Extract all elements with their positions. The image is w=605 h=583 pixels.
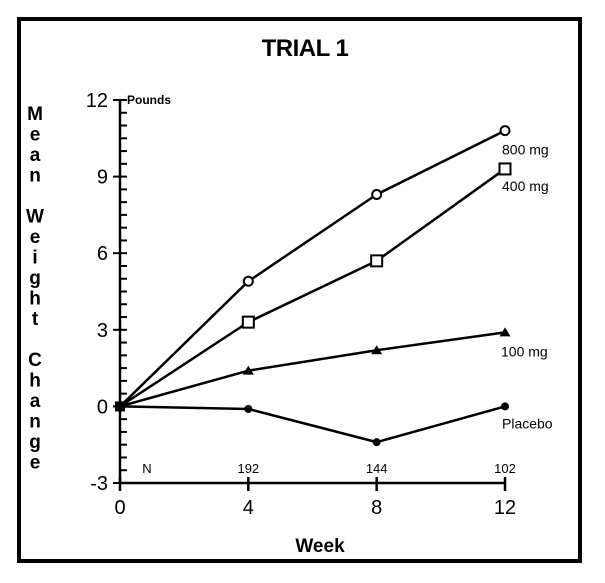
series-placebo: Placebo <box>119 402 553 447</box>
y-axis-title-letter: t <box>32 309 39 330</box>
chart-title: TRIAL 1 <box>262 35 349 62</box>
y-axis-title-letter: e <box>30 453 41 474</box>
series-label-placebo: Placebo <box>502 415 553 431</box>
y-axis-unit-label: Pounds <box>127 93 171 107</box>
data-point <box>371 188 383 200</box>
y-tick-label: 0 <box>97 396 108 418</box>
y-tick-label: 12 <box>86 90 108 112</box>
y-axis-title-letter: n <box>29 412 41 433</box>
y-axis-title-letter: a <box>30 145 41 166</box>
series-100-mg: 100 mg <box>119 327 548 408</box>
y-axis-title-letter: n <box>29 166 41 187</box>
axes: -3 0 3 6 9 12 0 4 8 12 <box>86 90 516 519</box>
data-point <box>501 402 509 411</box>
data-point <box>244 404 253 413</box>
data-point <box>372 438 381 447</box>
y-tick-label: 3 <box>97 320 108 342</box>
chart-frame <box>17 17 582 563</box>
data-point <box>241 315 255 329</box>
y-axis-title-letter: h <box>29 289 41 310</box>
y-axis-title-letter: e <box>30 227 41 248</box>
series-label-800-mg: 800 mg <box>502 142 549 158</box>
data-point <box>371 345 383 355</box>
series-line-100-mg <box>119 331 506 408</box>
n-row-value: 192 <box>237 461 259 476</box>
n-row-value: 102 <box>494 461 516 476</box>
data-point <box>242 365 254 375</box>
y-axis-title-letter: i <box>32 248 37 269</box>
n-row-value: 144 <box>366 461 388 476</box>
y-tick-label: 6 <box>97 243 108 265</box>
y-axis-title-letter: C <box>28 350 42 371</box>
y-axis-title-letter: e <box>30 125 41 146</box>
series-line-800-mg <box>119 129 506 408</box>
y-axis-title-letter: g <box>29 268 41 289</box>
data-point <box>499 327 511 337</box>
series-line-400-mg <box>119 167 506 408</box>
series-line-placebo <box>119 405 506 444</box>
y-axis-title-letter: M <box>27 104 43 125</box>
y-tick-label: 9 <box>97 167 108 189</box>
y-axis-title-letter: g <box>29 432 41 453</box>
x-tick-label: 4 <box>243 497 254 519</box>
x-tick-label: 12 <box>494 497 516 519</box>
series-400-mg: 400 mg <box>119 162 549 408</box>
series-800-mg: 800 mg <box>119 125 549 408</box>
y-axis-title-letter: a <box>30 391 41 412</box>
series-layer: 800 mg 400 mg 100 mg Placebo <box>115 125 553 447</box>
y-axis-title-letter: W <box>26 207 44 228</box>
origin-marker <box>115 401 125 412</box>
n-row-label: N <box>142 461 151 476</box>
data-point <box>242 275 254 287</box>
x-tick-label: 0 <box>114 497 125 519</box>
x-tick-label: 8 <box>371 497 382 519</box>
y-tick-label: -3 <box>90 473 108 495</box>
data-point <box>499 125 511 137</box>
series-label-100-mg: 100 mg <box>501 343 548 359</box>
data-point <box>370 254 384 268</box>
n-row: N 192 144 102 <box>142 461 516 476</box>
y-axis-title-letter: h <box>29 371 41 392</box>
series-label-400-mg: 400 mg <box>502 178 549 194</box>
data-point <box>498 162 512 176</box>
x-axis-title: Week <box>295 536 345 557</box>
